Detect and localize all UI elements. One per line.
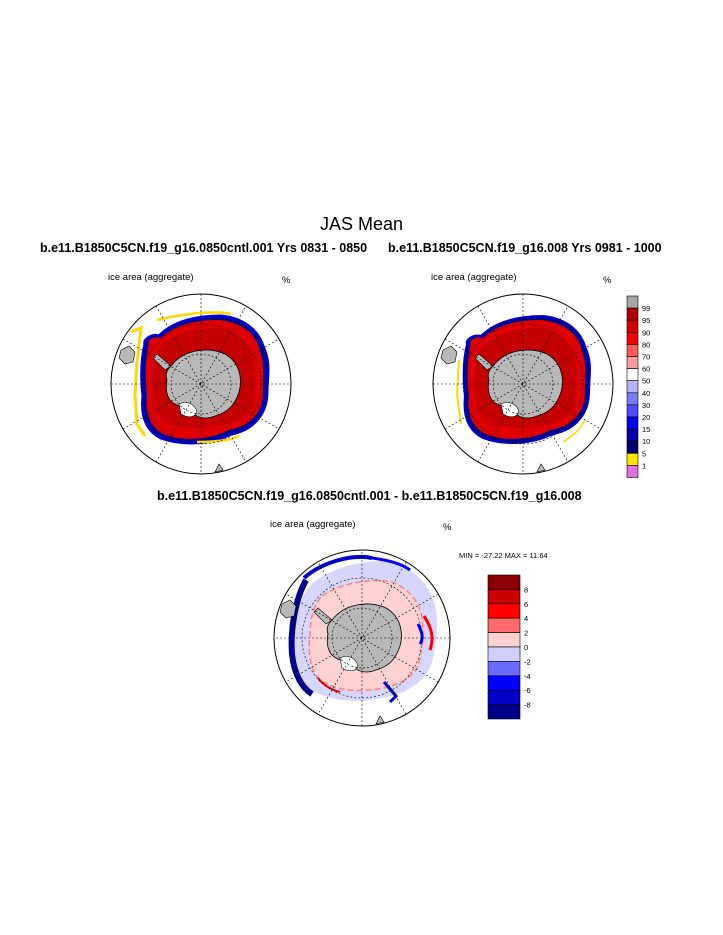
colorbar-difference-swatch — [487, 603, 521, 619]
colorbar-difference-label: -6 — [524, 686, 531, 695]
panel2-units-label: % — [603, 275, 612, 286]
colorbar-difference-label: -8 — [524, 701, 531, 710]
colorbar-difference-swatch — [487, 704, 521, 720]
colorbar-difference-label: -4 — [524, 672, 531, 681]
diff-variable-label: ice area (aggregate) — [270, 519, 356, 530]
colorbar-difference-swatch — [487, 589, 521, 605]
colorbar-concentration-label: 95 — [642, 316, 650, 325]
colorbar-concentration-swatch — [626, 404, 639, 418]
map-panel-1 — [110, 293, 292, 475]
colorbar-difference-label: 8 — [524, 585, 528, 594]
panel2-variable-label: ice area (aggregate) — [431, 272, 517, 283]
colorbar-concentration-swatch — [626, 307, 639, 321]
colorbar-difference-swatch — [487, 689, 521, 705]
colorbar-concentration-swatch — [626, 428, 639, 442]
colorbar-concentration-label: 10 — [642, 437, 650, 446]
panel1-variable-label: ice area (aggregate) — [108, 272, 194, 283]
colorbar-concentration-label: 99 — [642, 304, 650, 313]
colorbar-concentration-label: 90 — [642, 328, 650, 337]
colorbar-concentration-swatch — [626, 465, 639, 478]
colorbar-concentration-swatch — [626, 452, 639, 466]
colorbar-concentration-label: 40 — [642, 389, 650, 398]
panel1-title: b.e11.B1850C5CN.f19_g16.0850cntl.001 Yrs… — [40, 241, 368, 255]
diff-units-label: % — [443, 522, 452, 533]
colorbar-concentration: 99 95 90 80 70 60 50 40 30 20 15 10 5 1 — [626, 295, 650, 478]
colorbar-concentration-swatch — [626, 295, 639, 309]
colorbar-concentration-swatch — [626, 416, 639, 430]
colorbar-concentration-label: 20 — [642, 413, 650, 422]
colorbar-concentration-label: 80 — [642, 340, 650, 349]
colorbar-concentration-label: 60 — [642, 365, 650, 374]
colorbar-concentration-swatch — [626, 380, 639, 394]
map-panel-2 — [432, 293, 614, 475]
colorbar-difference-label: 6 — [524, 600, 528, 609]
panel1-units-label: % — [282, 275, 291, 286]
colorbar-concentration-swatch — [626, 368, 639, 382]
page-title: JAS Mean — [319, 214, 404, 234]
colorbar-difference-label: 4 — [524, 614, 528, 623]
colorbar-concentration-label: 50 — [642, 377, 650, 386]
colorbar-concentration-label: 70 — [642, 353, 650, 362]
colorbar-difference-swatch — [487, 675, 521, 691]
colorbar-difference: 8 6 4 2 0 -2 -4 -6 -8 — [487, 574, 531, 720]
colorbar-concentration-label: 15 — [642, 425, 650, 434]
colorbar-concentration-swatch — [626, 319, 639, 333]
colorbar-concentration-label: 30 — [642, 401, 650, 410]
diff-panel-title: b.e11.B1850C5CN.f19_g16.0850cntl.001 - b… — [157, 489, 582, 503]
colorbar-concentration-swatch — [626, 331, 639, 345]
colorbar-concentration-label: 1 — [642, 461, 646, 470]
colorbar-difference-swatch — [487, 632, 521, 648]
colorbar-difference-label: 0 — [524, 643, 528, 652]
colorbar-difference-swatch — [487, 661, 521, 677]
colorbar-concentration-label: 5 — [642, 449, 646, 458]
colorbar-concentration-swatch — [626, 356, 639, 369]
colorbar-difference-label: 2 — [524, 629, 528, 638]
diff-min-max-stats: MIN = -27.22 MAX = 11.64 — [459, 551, 548, 560]
colorbar-difference-label: -2 — [524, 657, 531, 666]
map-panel-difference — [273, 549, 451, 727]
colorbar-concentration-swatch — [626, 440, 639, 454]
colorbar-concentration-swatch — [626, 392, 639, 406]
colorbar-difference-swatch — [487, 574, 521, 590]
colorbar-difference-swatch — [487, 646, 521, 662]
colorbar-difference-swatch — [487, 617, 521, 633]
panel2-title: b.e11.B1850C5CN.f19_g16.008 Yrs 0981 - 1… — [388, 241, 662, 255]
colorbar-concentration-swatch — [626, 344, 639, 357]
